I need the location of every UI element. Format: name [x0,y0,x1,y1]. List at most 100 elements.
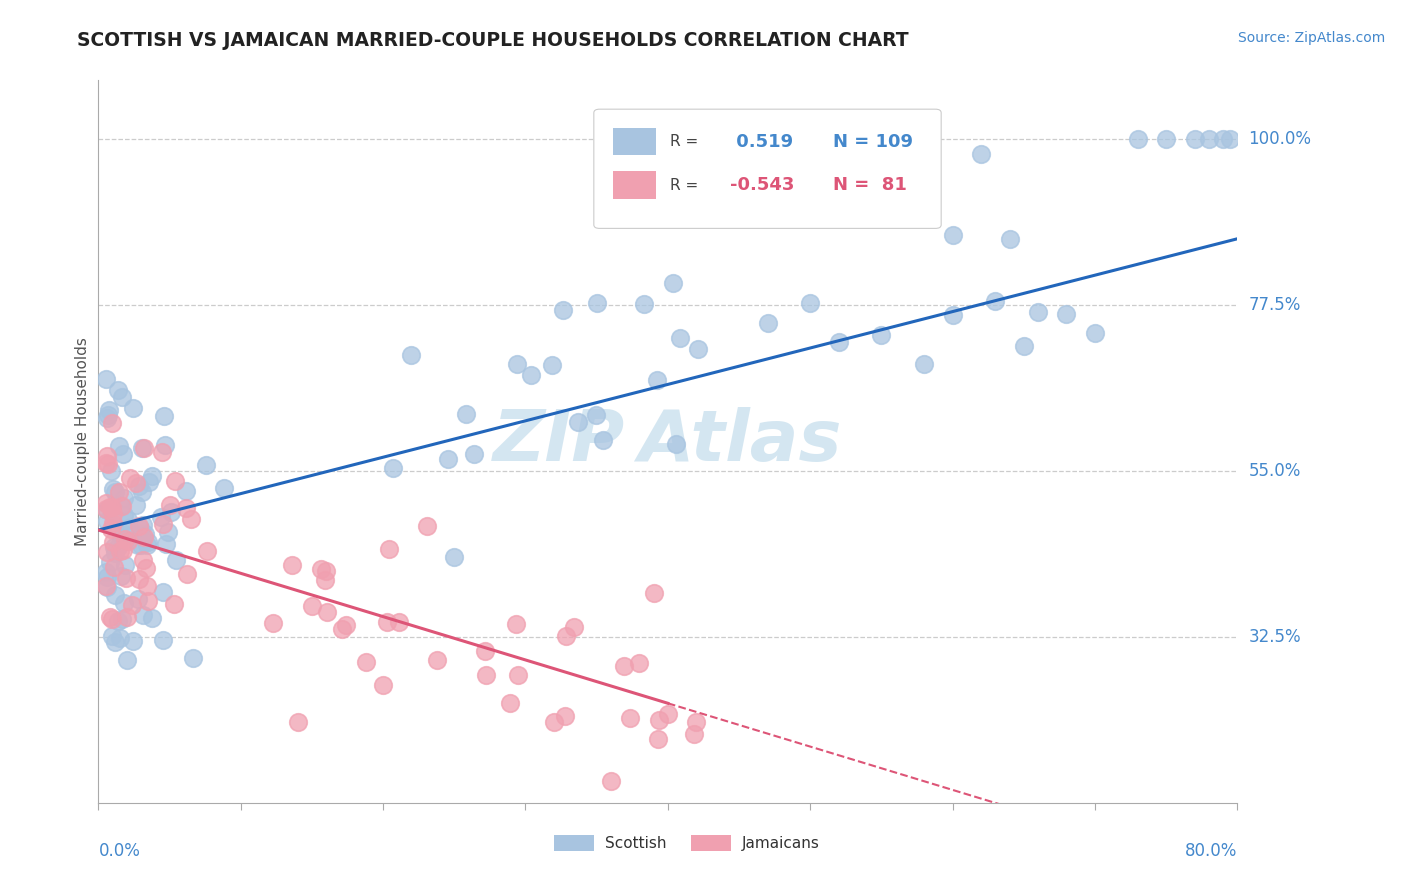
Point [1026,305,1049,319]
Point [117,513,139,527]
Point [388,615,411,629]
Point [870,327,893,342]
Point [1198,132,1220,146]
Point [436,452,458,467]
Point [984,294,1007,309]
Point [132,518,155,533]
Text: 80.0%: 80.0% [1185,842,1237,860]
Point [619,711,641,725]
Text: 100.0%: 100.0% [1249,130,1312,148]
Text: 0.519: 0.519 [731,133,793,151]
Point [101,507,124,521]
Point [98,555,121,569]
Point [108,544,131,558]
Point [111,390,134,404]
Point [373,678,395,692]
Point [799,296,821,310]
Point [111,447,134,461]
Point [541,358,564,372]
Point [416,519,439,533]
Text: -0.543: -0.543 [731,176,794,194]
Point [474,668,496,682]
Point [121,599,143,613]
Point [195,543,218,558]
Point [165,553,187,567]
Point [474,643,496,657]
Point [354,655,377,669]
Point [117,610,139,624]
Point [111,499,134,513]
Point [135,561,157,575]
Point [942,308,965,322]
Point [114,533,136,547]
Point [1154,132,1177,146]
Point [100,522,122,536]
FancyBboxPatch shape [613,171,657,199]
Point [96,514,118,528]
Point [94,372,117,386]
Point [381,460,404,475]
Text: ZIP Atlas: ZIP Atlas [494,407,842,476]
Point [96,580,118,594]
Point [756,316,779,330]
Point [131,529,153,543]
Point [132,607,155,622]
Point [94,565,117,579]
Point [103,518,125,533]
Point [131,538,153,552]
Point [136,534,159,549]
Point [132,530,155,544]
Point [110,529,132,543]
Point [103,516,125,531]
Point [94,579,117,593]
Point [156,525,179,540]
Point [152,585,174,599]
Point [96,502,118,516]
Point [131,441,153,455]
Point [96,545,118,559]
Point [665,436,688,450]
Point [567,415,589,429]
Point [114,558,136,572]
Point [315,564,337,578]
Point [554,628,576,642]
Point [108,631,131,645]
Point [262,616,284,631]
Text: 0.0%: 0.0% [98,842,141,860]
Point [96,411,118,425]
Point [97,457,120,471]
Point [998,232,1021,246]
Point [155,537,177,551]
Point [115,528,138,542]
FancyBboxPatch shape [613,128,657,155]
Point [141,610,163,624]
Point [94,496,117,510]
Text: N = 109: N = 109 [832,133,912,151]
Point [685,714,707,729]
FancyBboxPatch shape [593,109,941,228]
Point [101,416,124,430]
Point [153,409,176,424]
Point [103,540,125,554]
Point [281,558,304,573]
Point [149,510,172,524]
Text: 55.0%: 55.0% [1249,462,1301,480]
Point [683,727,706,741]
Y-axis label: Married-couple Households: Married-couple Households [75,337,90,546]
Point [135,538,157,552]
Point [554,709,576,723]
Point [519,368,541,383]
Point [112,508,135,523]
Point [96,570,118,584]
Point [645,373,668,387]
Point [628,656,651,670]
Point [1056,307,1078,321]
Point [122,633,145,648]
Point [585,296,607,310]
Point [110,569,132,583]
Point [101,534,124,549]
Point [942,228,965,243]
Point [316,605,339,619]
Point [505,617,527,632]
Point [136,594,159,608]
